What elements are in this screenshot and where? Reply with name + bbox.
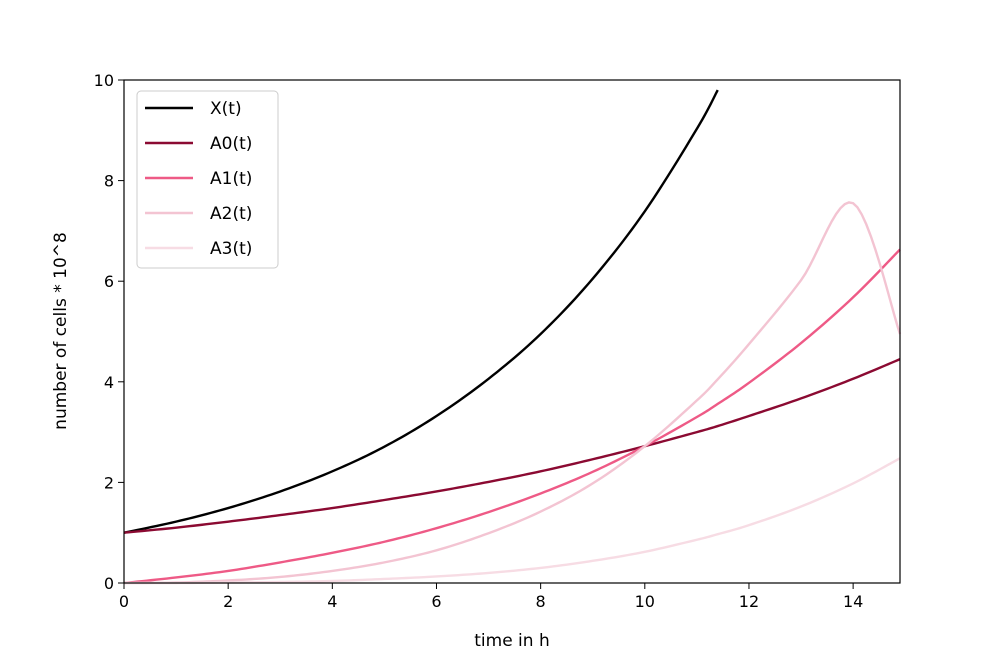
y-tick-label: 10: [94, 71, 114, 90]
y-axis-label: number of cells * 10^8: [51, 232, 71, 430]
series-line-xt: [123, 89, 719, 534]
y-axis-ticks: 0 2 4 6 8 10: [94, 71, 124, 593]
y-tick-label: 8: [104, 172, 114, 191]
legend: X(t) A0(t) A1(t) A2(t) A3(t): [136, 90, 279, 269]
y-tick-label: 4: [104, 373, 114, 392]
x-axis-ticks: 0 2 4 6 8 10 12 14: [119, 583, 863, 611]
series-line-a3t: [124, 457, 901, 585]
legend-label: A1(t): [210, 169, 252, 189]
x-axis-label: time in h: [474, 631, 550, 651]
x-tick-label: 0: [119, 592, 129, 611]
x-tick-label: 8: [536, 592, 546, 611]
x-tick-label: 12: [739, 592, 759, 611]
x-tick-label: 10: [635, 592, 655, 611]
y-tick-label: 6: [104, 272, 114, 291]
series-line-a0t: [123, 358, 901, 534]
legend-label: A3(t): [210, 239, 252, 259]
x-tick-label: 2: [223, 592, 233, 611]
series-line-a2t: [123, 201, 902, 585]
x-tick-label: 6: [431, 592, 441, 611]
legend-label: X(t): [210, 99, 242, 119]
plot-frame: [123, 79, 901, 584]
legend-label: A0(t): [210, 134, 252, 154]
x-tick-label: 4: [327, 592, 337, 611]
legend-label: A2(t): [210, 204, 252, 224]
y-tick-label: 2: [104, 473, 114, 492]
legend-box: [136, 90, 279, 269]
y-tick-label: 0: [104, 574, 114, 593]
series-layer: [123, 89, 902, 585]
x-tick-label: 14: [843, 592, 863, 611]
series-line-a1t: [123, 248, 901, 585]
